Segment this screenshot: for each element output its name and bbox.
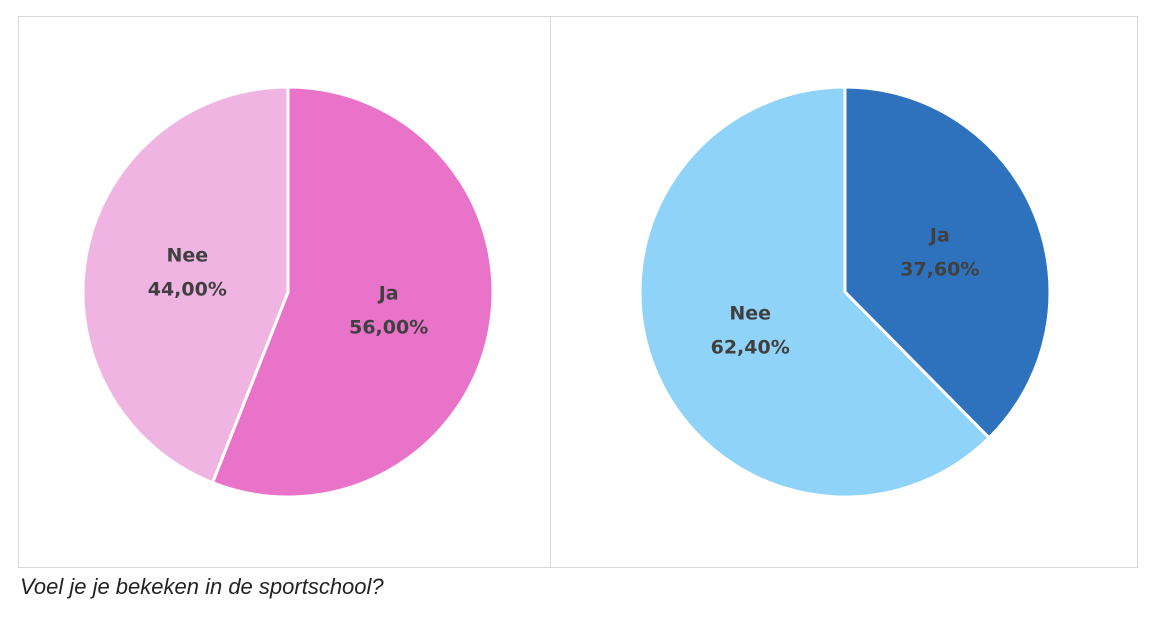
slice-value-label: 44,00% [148, 278, 227, 300]
slice-value-label: 37,60% [900, 259, 979, 281]
slice-value-label: 62,40% [711, 336, 790, 358]
charts: Ja 56,00% Nee 44,00% Ja 37,60% Nee 62,40% [18, 16, 1138, 568]
caption: Voel je je bekeken in de sportschool? [20, 574, 384, 599]
slice-category-label: Nee [729, 302, 771, 324]
pie-slice [638, 85, 992, 499]
pie-slice [81, 85, 290, 485]
pie-slice [210, 85, 495, 499]
slice-category-label: Nee [166, 244, 208, 266]
chart-frame [18, 16, 1138, 568]
slice-category-label: Ja [377, 283, 399, 305]
slice-value-label: 56,00% [349, 317, 428, 339]
slice-category-label: Ja [928, 225, 950, 247]
pie-slice [843, 85, 1052, 440]
